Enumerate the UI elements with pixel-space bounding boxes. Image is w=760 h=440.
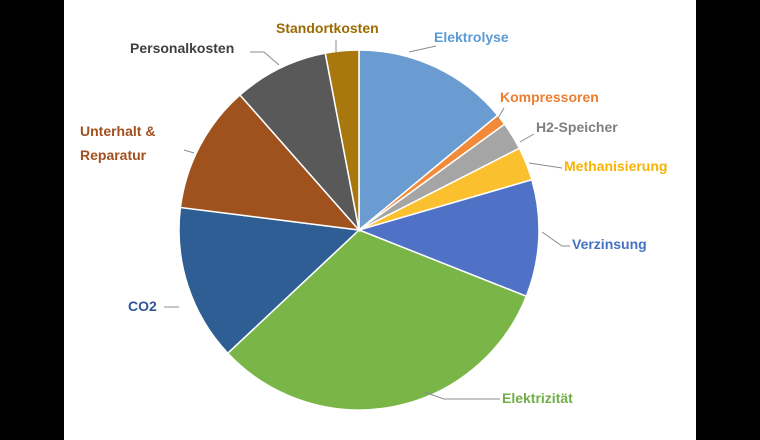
leader-line-kompressoren <box>496 107 505 121</box>
leader-line-elektrolyse <box>408 45 437 53</box>
pie-labels: Elektrolyse Kompressoren H2-Speicher Methan… <box>80 20 667 406</box>
leader-line-elektrizit-t <box>423 391 500 400</box>
pie-slice-elektrolyse <box>358 49 499 232</box>
pie-slice-co2 <box>178 206 361 355</box>
slice-label-verzinsung: Verzinsung <box>572 236 647 252</box>
slice-label-standortkosten: Standortkosten <box>276 20 379 36</box>
pie-slice-personalkosten <box>238 52 361 233</box>
slice-label-unterhalt-reparatur: Unterhalt & Reparatur <box>80 123 155 163</box>
leader-line-methanisierung <box>528 162 563 169</box>
slice-label-h2-speicher: H2-Speicher <box>536 119 618 135</box>
pie-slice-elektrizit-t <box>226 229 528 411</box>
leader-line-verzinsung <box>541 231 570 247</box>
slice-label-personalkosten: Personalkosten <box>130 40 234 56</box>
pie-chart: Elektrolyse Kompressoren H2-Speicher Methan… <box>80 20 667 411</box>
leader-line-unterhalt-reparatur <box>183 149 195 154</box>
slice-label-elektrizit-t: Elektrizität <box>502 390 573 406</box>
pie-slice-standortkosten <box>324 49 360 231</box>
pie-slice-verzinsung <box>356 178 540 298</box>
chart-panel: Elektrolyse Kompressoren H2-Speicher Methan… <box>64 0 696 440</box>
slice-label-co2: CO2 <box>128 298 157 314</box>
leader-line-personalkosten <box>250 51 280 66</box>
pie-slice-unterhalt-reparatur <box>179 93 361 231</box>
leader-line-h2-speicher <box>519 133 535 143</box>
slice-label-methanisierung: Methanisierung <box>564 158 667 174</box>
pie-slices <box>178 49 540 411</box>
slice-label-elektrolyse: Elektrolyse <box>434 29 509 45</box>
slice-label-kompressoren: Kompressoren <box>500 89 599 105</box>
